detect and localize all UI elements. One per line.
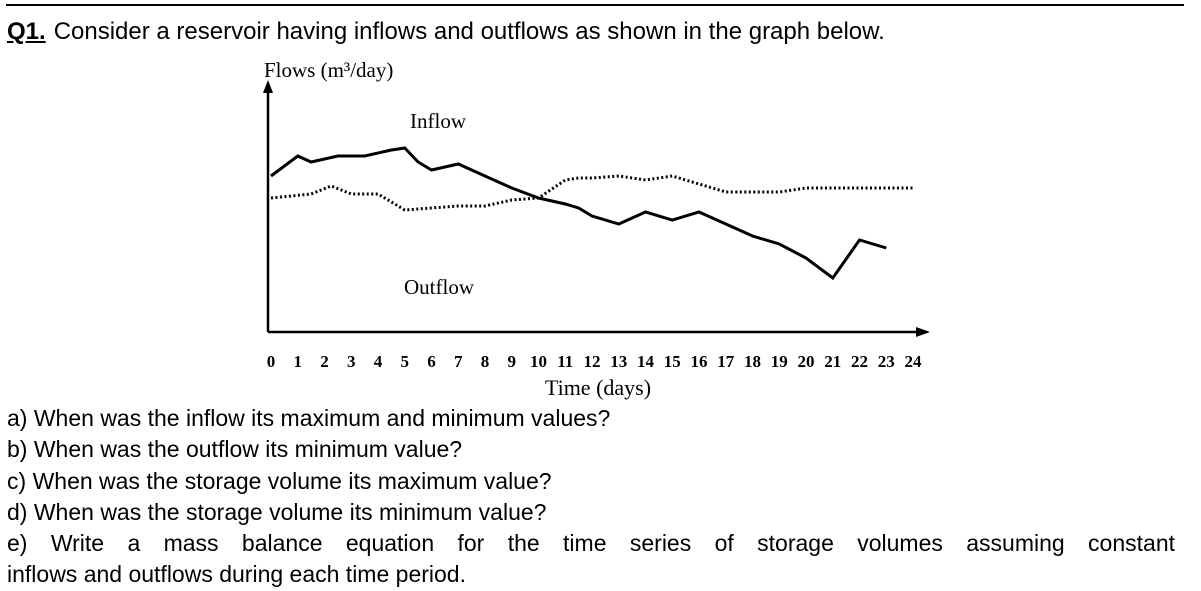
part-c-label: c) bbox=[7, 467, 27, 494]
x-tick-label: 9 bbox=[508, 352, 517, 371]
x-tick-label: 5 bbox=[401, 352, 410, 371]
part-a-label: a) bbox=[7, 405, 28, 431]
part-d-text: When was the storage volume its minimum … bbox=[33, 498, 547, 525]
x-tick-label: 10 bbox=[530, 352, 547, 371]
inflow-series-label: Inflow bbox=[410, 109, 467, 133]
x-tick-label: 3 bbox=[347, 352, 356, 371]
x-tick-label: 18 bbox=[744, 352, 761, 371]
x-axis-label: Time (days) bbox=[545, 375, 651, 400]
x-tick-label: 12 bbox=[584, 352, 601, 371]
part-b-label: b) bbox=[7, 436, 28, 463]
x-tick-labels: 0 1 2 3 4 5 6 7 8 9 10 11 12 13 14 15 16 17 18 19 20 21 22 23 24 bbox=[267, 352, 922, 371]
x-tick-label: 19 bbox=[771, 352, 788, 371]
part-e: e) Write a mass balance equation for the… bbox=[7, 528, 1175, 559]
x-tick-label: 11 bbox=[557, 352, 573, 371]
question-header: Q1. Consider a reservoir having inflows a… bbox=[7, 18, 885, 46]
part-e-text-line2: inflows and outflows during each time pe… bbox=[7, 561, 466, 588]
part-c-text: When was the storage volume its maximum … bbox=[32, 467, 552, 494]
x-axis-arrow bbox=[916, 327, 930, 337]
x-tick-label: 16 bbox=[691, 352, 708, 371]
inflow-line bbox=[270, 146, 887, 281]
x-tick-label: 6 bbox=[427, 352, 436, 371]
x-tick-label: 15 bbox=[664, 352, 681, 371]
x-tick-label: 2 bbox=[320, 352, 329, 371]
part-b-text: When was the outflow its minimum value? bbox=[33, 436, 463, 463]
x-tick-label: 1 bbox=[294, 352, 303, 371]
flow-chart: Flows (m³/day) Time (days) 0 1 2 3 4 5 6 7 8 9 10 1… bbox=[263, 58, 930, 400]
x-tick-label: 7 bbox=[454, 352, 463, 371]
x-tick-label: 20 bbox=[798, 352, 815, 371]
x-tick-label: 13 bbox=[610, 352, 627, 371]
top-rule bbox=[6, 4, 1184, 6]
x-tick-label: 4 bbox=[374, 352, 383, 371]
question-parts: a) When was the inflow its maximum and m… bbox=[7, 403, 1175, 591]
x-tick-label: 24 bbox=[905, 352, 923, 371]
x-tick-label: 22 bbox=[851, 352, 868, 371]
x-tick-label: 14 bbox=[637, 352, 655, 371]
question-number: Q1. bbox=[7, 18, 46, 45]
x-tick-label: 21 bbox=[824, 352, 841, 371]
part-e-continued: inflows and outflows during each time pe… bbox=[7, 559, 1175, 590]
x-tick-label: 0 bbox=[267, 352, 276, 371]
y-axis-arrow bbox=[263, 80, 273, 93]
y-axis-label: Flows (m³/day) bbox=[264, 58, 393, 82]
part-d-label: d) bbox=[7, 498, 28, 525]
part-a: a) When was the inflow its maximum and m… bbox=[7, 403, 1175, 434]
part-b: b) When was the outflow its minimum valu… bbox=[7, 434, 1175, 465]
part-c: c) When was the storage volume its maxim… bbox=[7, 466, 1175, 497]
question-text: Consider a reservoir having inflows and … bbox=[53, 18, 885, 45]
x-tick-label: 23 bbox=[878, 352, 895, 371]
part-a-text: When was the inflow its maximum and mini… bbox=[33, 405, 611, 431]
part-d: d) When was the storage volume its minim… bbox=[7, 497, 1175, 528]
outflow-series-label: Outflow bbox=[404, 275, 475, 299]
part-e-label: e) bbox=[7, 530, 28, 557]
x-tick-label: 8 bbox=[481, 352, 490, 371]
x-tick-label: 17 bbox=[717, 352, 735, 371]
outflow-line bbox=[270, 174, 913, 212]
part-e-text-line1: Write a mass balance equation for the ti… bbox=[50, 530, 1175, 557]
